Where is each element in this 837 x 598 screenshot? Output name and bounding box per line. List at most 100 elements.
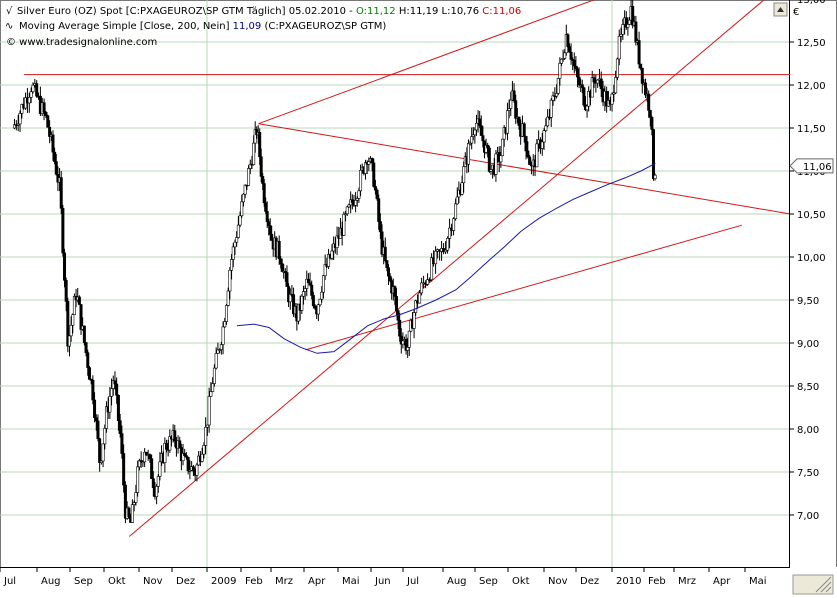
candle-body <box>209 391 213 397</box>
candle-body <box>640 67 644 84</box>
trendline <box>128 0 765 537</box>
candle-body <box>558 63 562 79</box>
candle-body <box>98 438 102 463</box>
x-tick-label: Okt <box>108 576 126 587</box>
candle-body <box>188 470 192 472</box>
candle-body <box>412 312 416 329</box>
candle-body <box>592 77 596 83</box>
ma-symbol-icon: ∿ <box>5 21 13 32</box>
candle-body <box>148 454 152 459</box>
candle-body <box>116 394 120 421</box>
candle-body <box>590 77 594 98</box>
y-tick-label: 7,50 <box>797 468 819 479</box>
x-tick-label: Dez <box>580 576 599 587</box>
chart-legend: √ Silver Euro (OZ) Spot [C:PXAGEUROZ\SP … <box>5 6 521 48</box>
candle-body <box>221 326 225 345</box>
candle-body <box>279 258 283 264</box>
candle-body <box>454 203 458 220</box>
legend-line-3: © www.tradesignalonline.com <box>6 37 157 48</box>
candle-body <box>347 204 351 208</box>
candle-body <box>481 135 485 142</box>
candle-body <box>184 455 188 458</box>
candle-body <box>93 399 97 418</box>
candle-body <box>577 76 581 86</box>
resize-grip[interactable] <box>792 574 834 595</box>
candle-body <box>87 367 91 380</box>
candle-body <box>501 138 505 157</box>
candle-body <box>18 113 22 125</box>
candle-body <box>401 340 405 345</box>
candle-body <box>335 235 339 249</box>
candle-body <box>344 213 348 216</box>
candle-body <box>280 263 284 272</box>
candle-body <box>27 97 31 104</box>
candle-body <box>20 104 24 114</box>
candle-body <box>305 278 309 289</box>
candle-body <box>115 383 119 396</box>
trendline <box>258 123 791 215</box>
candle-body <box>178 440 182 448</box>
candle-body <box>181 453 185 462</box>
x-tick-label: Apr <box>308 576 326 587</box>
candle-body <box>373 186 377 191</box>
candle-body <box>546 116 550 127</box>
candle-body <box>150 458 154 479</box>
candle-body <box>231 246 235 260</box>
legend-line-2: Moving Average Simple [Close, 200, Nein]… <box>19 21 386 32</box>
candle-body <box>262 183 266 204</box>
candle-body <box>486 144 490 149</box>
candle-body <box>79 304 83 330</box>
y-tick-label: 11,50 <box>797 124 826 135</box>
candle-body <box>235 237 239 243</box>
candle-body <box>212 367 216 384</box>
candle-body <box>615 58 619 78</box>
candle-body <box>86 352 90 368</box>
candle-body <box>542 130 546 143</box>
candle-body <box>132 502 136 505</box>
candle-body <box>509 99 513 109</box>
currency-label: € <box>793 7 799 18</box>
x-tick-label: Jul <box>3 576 16 587</box>
scroll-up-button[interactable] <box>773 2 788 17</box>
candle-body <box>238 215 242 226</box>
candle-body <box>223 321 227 328</box>
candle-body <box>101 443 105 462</box>
candle-body <box>252 142 256 165</box>
candle-body <box>204 426 208 446</box>
candle-body <box>357 190 361 199</box>
candle-body <box>574 65 578 70</box>
candle-body <box>243 184 247 195</box>
candle-body <box>414 300 418 313</box>
candle-body <box>141 461 145 464</box>
candle-body <box>524 136 528 152</box>
x-tick-label: Nov <box>143 576 163 587</box>
candle-body <box>183 453 187 456</box>
candle-body <box>143 451 147 463</box>
candle-body <box>330 250 334 259</box>
candle-body <box>94 417 98 422</box>
candle-body <box>224 305 228 322</box>
candle-body <box>96 420 100 439</box>
x-tick-label: Sep <box>479 576 498 587</box>
candle-body <box>452 218 456 231</box>
candle-body <box>84 342 88 353</box>
candle-body <box>69 324 73 337</box>
candle-body <box>113 380 117 385</box>
candle-body <box>585 105 589 111</box>
candle-body <box>647 93 651 111</box>
grid <box>0 0 789 567</box>
candle-body <box>605 91 609 107</box>
candle-body <box>559 58 563 64</box>
candle-body <box>46 115 50 128</box>
candle-body <box>556 78 560 94</box>
candle-body <box>544 125 548 132</box>
x-tick-label: Jul <box>406 576 419 587</box>
candle-body <box>512 90 516 101</box>
candle-body <box>151 478 155 488</box>
candle-body <box>327 254 331 267</box>
candle-body <box>345 206 349 215</box>
candle-body <box>137 460 141 468</box>
candle-body <box>247 168 251 186</box>
candle-body <box>634 21 638 43</box>
candle-body <box>651 129 655 179</box>
